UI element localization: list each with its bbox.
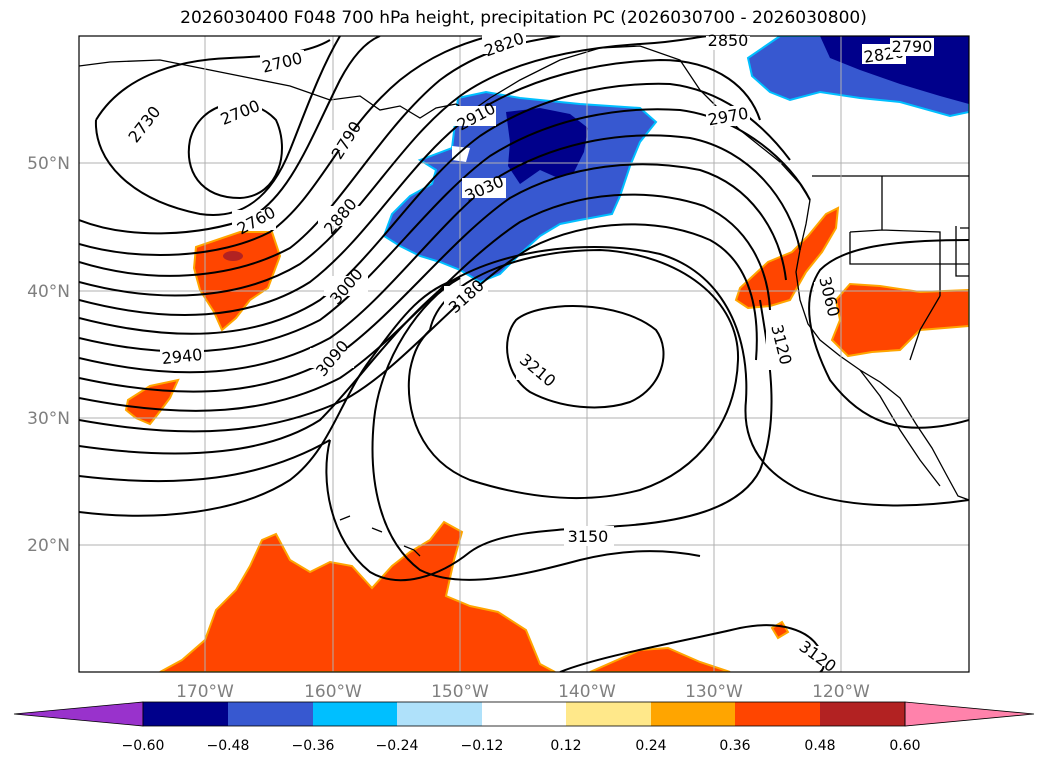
colorbar-segment xyxy=(397,702,482,726)
map-title: 2026030400 F048 700 hPa height, precipit… xyxy=(180,8,867,28)
colorbar-segment xyxy=(651,702,735,726)
contour-2850 xyxy=(79,36,711,297)
colorbar-tick-label: −0.60 xyxy=(122,738,165,754)
lat-label: 50°N xyxy=(27,154,70,174)
hawaii-islands xyxy=(339,515,421,557)
state-borders-1 xyxy=(849,176,969,296)
contour-3180-ring xyxy=(407,248,740,500)
colorbar-segment xyxy=(313,702,397,726)
contour-3000 xyxy=(79,163,787,393)
colorbar-segment xyxy=(228,702,313,726)
lon-label: 150°W xyxy=(431,682,489,702)
contour-3180 xyxy=(371,277,701,581)
lon-label: 130°W xyxy=(685,682,743,702)
colorbar: −0.60 −0.48 −0.36 −0.24 −0.12 0.12 0.24 … xyxy=(13,701,1035,754)
colorbar-tick-label: 0.12 xyxy=(550,738,581,754)
contour-2730-lower xyxy=(94,36,341,216)
precip-area-tropics-east xyxy=(589,646,731,672)
contour-label: 3150 xyxy=(568,527,609,546)
precip-area-coast xyxy=(734,206,840,310)
colorbar-tick-label: 0.24 xyxy=(635,738,666,754)
contour-2760 xyxy=(79,36,381,235)
colorbar-tick-label: −0.24 xyxy=(376,738,419,754)
colorbar-tick-label: −0.36 xyxy=(292,738,335,754)
colorbar-tick-label: 0.36 xyxy=(719,738,750,754)
contour-label: 2850 xyxy=(708,31,749,50)
contour-2790 xyxy=(79,36,491,257)
lat-label: 40°N xyxy=(27,282,70,302)
precip-gap-white xyxy=(452,146,470,162)
coastline-us-west xyxy=(795,199,969,501)
lon-label: 140°W xyxy=(558,682,616,702)
precip-neg-core xyxy=(506,108,588,184)
contour-label: 2790 xyxy=(892,37,933,56)
lon-label: 160°W xyxy=(304,682,362,702)
latitude-labels: 50°N 40°N 30°N 20°N xyxy=(27,154,70,556)
lat-label: 30°N xyxy=(27,409,70,429)
colorbar-extend-high xyxy=(904,701,1035,727)
colorbar-tick-label: 0.48 xyxy=(804,738,835,754)
contour-3150-big xyxy=(325,299,773,582)
colorbar-segment xyxy=(143,702,228,726)
colorbar-tick-label: −0.12 xyxy=(461,738,504,754)
contour-2910 xyxy=(79,82,791,335)
precip-peak-marker xyxy=(223,251,243,261)
colorbar-segment xyxy=(820,702,905,726)
lon-label: 170°W xyxy=(176,682,234,702)
contour-2880 xyxy=(79,58,761,316)
colorbar-extend-low xyxy=(13,701,144,727)
height-contours xyxy=(79,36,969,672)
lon-label: 120°W xyxy=(812,682,870,702)
contour-label: 2940 xyxy=(161,345,203,368)
colorbar-segment xyxy=(482,702,566,726)
longitude-labels: 170°W 160°W 150°W 140°W 130°W 120°W xyxy=(176,682,870,702)
state-borders-2 xyxy=(909,226,969,361)
contour-3090 xyxy=(79,246,969,507)
colorbar-segment xyxy=(735,702,820,726)
colorbar-segment xyxy=(566,702,651,726)
contour-3150-main xyxy=(79,277,461,517)
precip-positive-areas xyxy=(124,206,969,672)
colorbar-tick-label: −0.48 xyxy=(207,738,250,754)
colorbar-tick-label: 0.60 xyxy=(889,738,920,754)
contour-3030 xyxy=(79,193,771,412)
contour-3120-main xyxy=(79,239,969,483)
lat-label: 20°N xyxy=(27,536,70,556)
coastline-baja xyxy=(859,369,941,487)
contour-2730 xyxy=(95,39,331,121)
